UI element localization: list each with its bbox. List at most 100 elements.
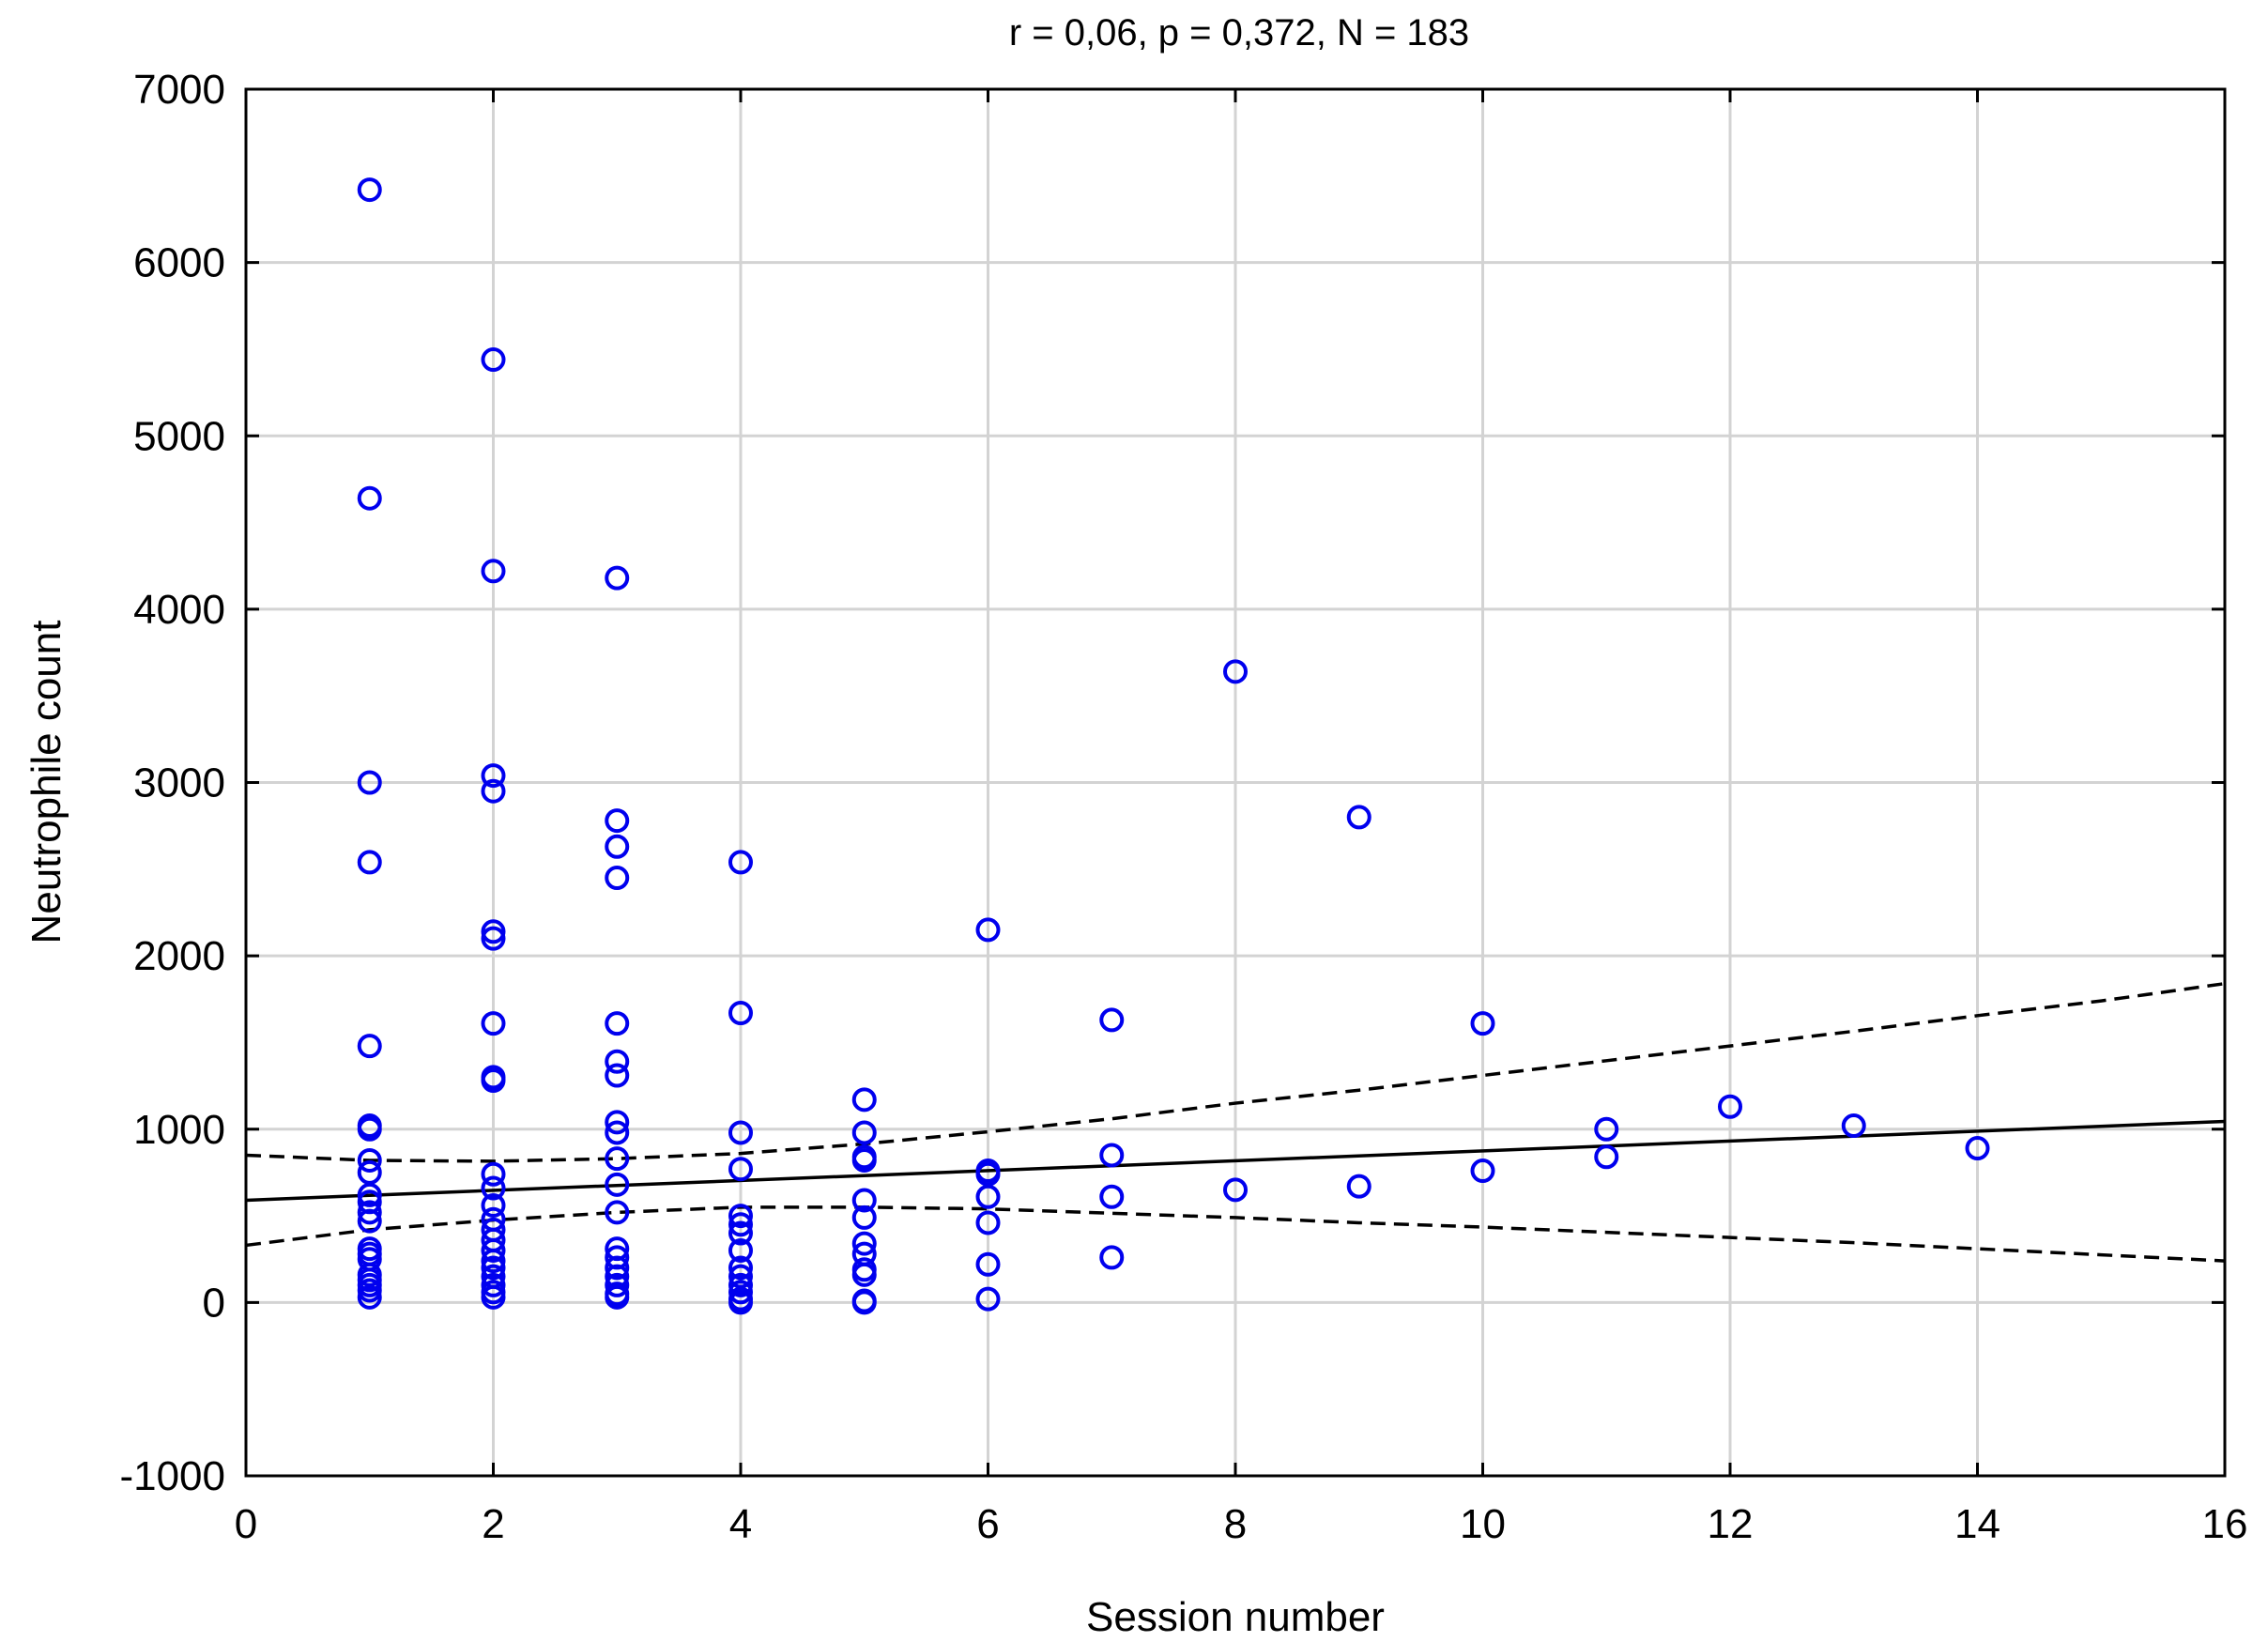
- data-point: [481, 1249, 506, 1274]
- data-point: [481, 1272, 506, 1297]
- data-point: [481, 1284, 506, 1310]
- x-tick-label: 4: [729, 1501, 752, 1547]
- data-point: [481, 926, 506, 951]
- data-point: [1718, 1094, 1742, 1119]
- data-point: [357, 1182, 382, 1207]
- data-point: [851, 1290, 877, 1315]
- data-point: [1965, 1136, 1990, 1161]
- x-tick-label: 2: [482, 1501, 504, 1547]
- y-tick-label: 6000: [133, 240, 225, 286]
- y-tick-label: 5000: [133, 413, 225, 459]
- data-point: [357, 770, 382, 795]
- y-tick-label: 4000: [133, 587, 225, 633]
- data-point: [357, 1159, 382, 1185]
- data-point: [851, 1120, 877, 1145]
- data-point: [605, 808, 630, 834]
- data-point: [1594, 1144, 1619, 1170]
- data-point: [1594, 1116, 1619, 1142]
- data-point: [975, 917, 1001, 943]
- data-point: [975, 1161, 1001, 1187]
- x-axis-label: Session number: [1086, 1594, 1385, 1640]
- data-point: [605, 1011, 630, 1036]
- y-tick-label: 7000: [133, 67, 225, 113]
- data-point: [1223, 659, 1248, 684]
- data-point: [605, 1255, 630, 1281]
- data-point: [357, 1116, 382, 1142]
- data-point: [605, 1272, 630, 1297]
- data-point: [851, 1147, 877, 1173]
- fit-line: [245, 1119, 2226, 1203]
- data-point: [357, 1208, 382, 1234]
- x-tick-label: 10: [1460, 1501, 1506, 1547]
- data-point: [605, 1120, 630, 1145]
- data-point: [975, 1184, 1001, 1209]
- data-point: [975, 1251, 1001, 1277]
- data-point: [1346, 805, 1372, 830]
- y-tick-label: 0: [203, 1280, 225, 1326]
- data-point: [851, 1231, 877, 1256]
- data-point: [481, 1068, 506, 1094]
- data-point: [1346, 1174, 1372, 1199]
- data-point: [357, 1284, 382, 1310]
- x-tick-label: 14: [1954, 1501, 2000, 1547]
- data-point: [357, 1200, 382, 1225]
- data-point: [728, 1204, 753, 1229]
- regression-line: [245, 1119, 2226, 1203]
- data-point: [481, 559, 506, 584]
- data-points: [357, 177, 1990, 1315]
- data-point: [1470, 1011, 1495, 1036]
- axis-ticks: 0 2 4 6 8 10 12 14 16-10000100020003000400050006…: [119, 67, 2247, 1547]
- data-point: [605, 1049, 630, 1074]
- data-point: [1099, 1184, 1125, 1209]
- y-tick-label: 3000: [133, 760, 225, 806]
- data-point: [728, 1220, 753, 1246]
- y-tick-label: 2000: [133, 933, 225, 979]
- data-point: [605, 1172, 630, 1197]
- data-point: [1841, 1113, 1866, 1139]
- data-point: [481, 1011, 506, 1036]
- confidence-band-lower: [245, 1205, 2226, 1263]
- y-tick-label: 1000: [133, 1107, 225, 1153]
- data-point: [605, 1284, 630, 1310]
- grid-lines: [246, 89, 2225, 1476]
- data-point: [481, 778, 506, 804]
- data-point: [728, 1237, 753, 1263]
- data-point: [975, 1286, 1001, 1312]
- data-point: [605, 1063, 630, 1088]
- data-point: [605, 866, 630, 891]
- x-tick-label: 0: [235, 1501, 257, 1547]
- data-point: [728, 1290, 753, 1315]
- data-point: [1099, 1143, 1125, 1168]
- data-point: [481, 347, 506, 373]
- data-point: [481, 763, 506, 789]
- data-point: [851, 1205, 877, 1230]
- data-point: [481, 1237, 506, 1263]
- data-point: [728, 1212, 753, 1237]
- x-tick-label: 12: [1708, 1501, 1754, 1547]
- data-point: [357, 1034, 382, 1059]
- data-point: [1223, 1177, 1248, 1203]
- data-point: [1099, 1007, 1125, 1033]
- data-point: [605, 565, 630, 591]
- y-axis-label: Neutrophile count: [23, 621, 69, 944]
- data-point: [728, 850, 753, 875]
- data-point: [1099, 1245, 1125, 1270]
- x-tick-label: 8: [1224, 1501, 1247, 1547]
- data-point: [481, 1192, 506, 1218]
- confidence-band-upper: [245, 981, 2226, 1163]
- data-point: [728, 1157, 753, 1182]
- data-point: [851, 1087, 877, 1113]
- data-point: [728, 1255, 753, 1281]
- data-point: [605, 1110, 630, 1135]
- chart-title: r = 0,06, p = 0,372, N = 183: [1009, 12, 1469, 54]
- data-point: [1470, 1159, 1495, 1184]
- data-point: [357, 1278, 382, 1303]
- data-point: [357, 850, 382, 875]
- data-point: [728, 1272, 753, 1297]
- data-point: [851, 1188, 877, 1213]
- data-point: [728, 1280, 753, 1305]
- x-tick-label: 16: [2202, 1501, 2248, 1547]
- data-point: [605, 834, 630, 859]
- y-tick-label: -1000: [119, 1453, 225, 1499]
